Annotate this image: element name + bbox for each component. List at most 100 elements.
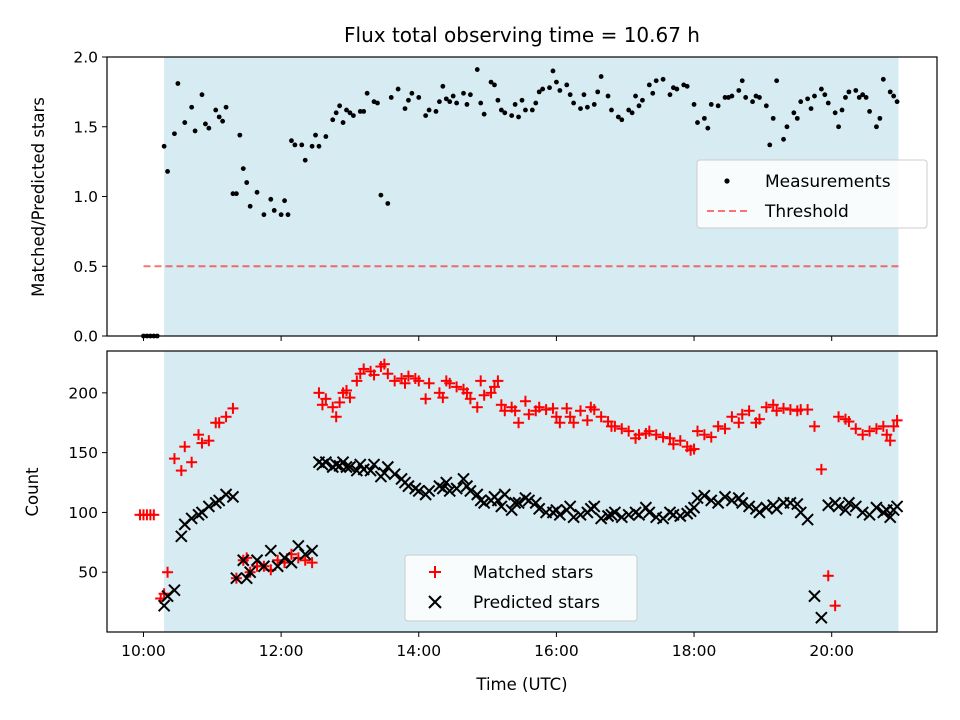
measurement-point: [440, 83, 446, 89]
matched-stars-point: [399, 377, 411, 389]
predicted-stars-point: [801, 513, 814, 526]
matched-stars-point: [193, 429, 205, 441]
matched-stars-point: [461, 387, 473, 399]
predicted-stars-point: [588, 500, 601, 513]
measurement-point: [292, 142, 298, 148]
predicted-stars-point: [691, 491, 704, 505]
predicted-stars-point: [343, 460, 357, 474]
matched-stars-point: [802, 404, 814, 416]
measurement-point: [220, 118, 226, 124]
measurement-point: [437, 99, 442, 105]
measurement-point: [337, 103, 343, 109]
matched-stars-point: [316, 399, 328, 411]
predicted-stars-point: [508, 496, 522, 510]
count-legend: Matched stars Predicted stars: [404, 554, 638, 622]
measurement-point: [564, 82, 570, 88]
matched-stars-point: [564, 411, 576, 423]
predicted-stars-point: [450, 482, 463, 495]
predicted-stars-point: [230, 571, 243, 585]
measurement-point: [347, 110, 353, 116]
measurement-point: [254, 189, 260, 195]
measurement-point: [409, 90, 415, 96]
measurement-point: [285, 212, 291, 218]
predicted-stars-point: [412, 484, 425, 498]
measurement-point: [512, 102, 518, 107]
matched-stars-point: [833, 411, 845, 423]
predicted-stars-point: [553, 508, 567, 522]
matched-stars-point: [162, 566, 174, 578]
matched-stars-point: [523, 408, 535, 420]
measurement-point: [447, 99, 453, 105]
matched-stars-point: [688, 443, 700, 455]
count-marks: [134, 358, 904, 624]
measurement-point: [509, 113, 515, 118]
measurements-legend-label: Measurements: [765, 172, 891, 192]
matched-stars-point: [771, 405, 783, 417]
predicted-stars-point: [495, 500, 508, 513]
measurement-point: [743, 95, 749, 100]
matched-stars-point: [344, 392, 356, 404]
predicted-stars-point: [842, 496, 856, 510]
predicted-stars-point: [753, 506, 766, 519]
measurement-point: [519, 97, 525, 103]
measurement-point: [378, 192, 384, 198]
predicted-stars-point: [742, 500, 756, 513]
predicted-stars-point: [791, 497, 804, 511]
measurement-point: [516, 114, 521, 120]
predicted-stars-point: [601, 509, 615, 523]
measurement-point: [684, 83, 690, 89]
predicted-stars-point: [264, 544, 278, 557]
measurement-point: [856, 95, 862, 100]
predicted-stars-point: [402, 479, 415, 493]
measurement-point: [867, 109, 872, 114]
measurement-point: [172, 131, 177, 137]
measurement-point: [233, 191, 239, 197]
measurement-point: [578, 106, 583, 112]
measurement-point: [340, 120, 346, 125]
matched-stars-point: [643, 425, 655, 437]
measurement-point: [818, 86, 824, 92]
matched-stars-point: [313, 387, 325, 399]
matched-stars-point: [881, 429, 893, 441]
y-tick-label: 0.5: [73, 258, 98, 276]
predicted-stars-point: [202, 500, 216, 513]
measurement-point: [313, 132, 318, 138]
predicted-stars-point: [457, 472, 470, 486]
predicted-stars-point: [440, 476, 453, 489]
measurements-series: [141, 67, 900, 339]
measurement-point: [571, 100, 577, 106]
measurement-point: [502, 110, 508, 116]
x-tick-label: 14:00: [396, 642, 441, 660]
matched-stars-point: [657, 431, 669, 443]
measurement-point: [492, 82, 497, 88]
measurement-point: [529, 107, 535, 113]
measurement-point: [433, 109, 439, 114]
matched-stars-point: [633, 429, 645, 441]
x-axis-label: Time (UTC): [475, 675, 567, 694]
predicted-stars-point: [292, 539, 305, 553]
x-tick-label: 10:00: [121, 642, 166, 660]
measurement-point: [595, 89, 601, 95]
y-tick-label: 1.0: [73, 188, 98, 206]
measurement-point: [443, 96, 449, 102]
matched-stars-point: [423, 377, 435, 389]
measurement-point: [646, 82, 652, 88]
matched-stars-point: [327, 401, 339, 413]
measurement-point: [894, 99, 900, 105]
predicted-stars-point: [522, 494, 536, 507]
measurement-point: [832, 110, 838, 116]
matched-stars-point: [733, 417, 745, 429]
measurement-point: [302, 157, 308, 163]
count-panel: 50 100 150 200 10:00 12:00 14:00 16:00 18:00 20:0…: [23, 350, 938, 694]
predicted-stars-point: [168, 583, 181, 597]
measurement-point: [619, 117, 625, 123]
matched-stars-point: [471, 401, 483, 413]
matched-stars-point: [843, 416, 855, 428]
matched-stars-point: [870, 423, 882, 435]
matched-stars-point: [148, 509, 160, 521]
measurement-point: [825, 100, 831, 106]
predicted-stars-point: [157, 599, 171, 612]
predicted-stars-point: [608, 506, 622, 519]
matched-stars-point: [378, 358, 390, 370]
measurement-point: [309, 143, 315, 149]
